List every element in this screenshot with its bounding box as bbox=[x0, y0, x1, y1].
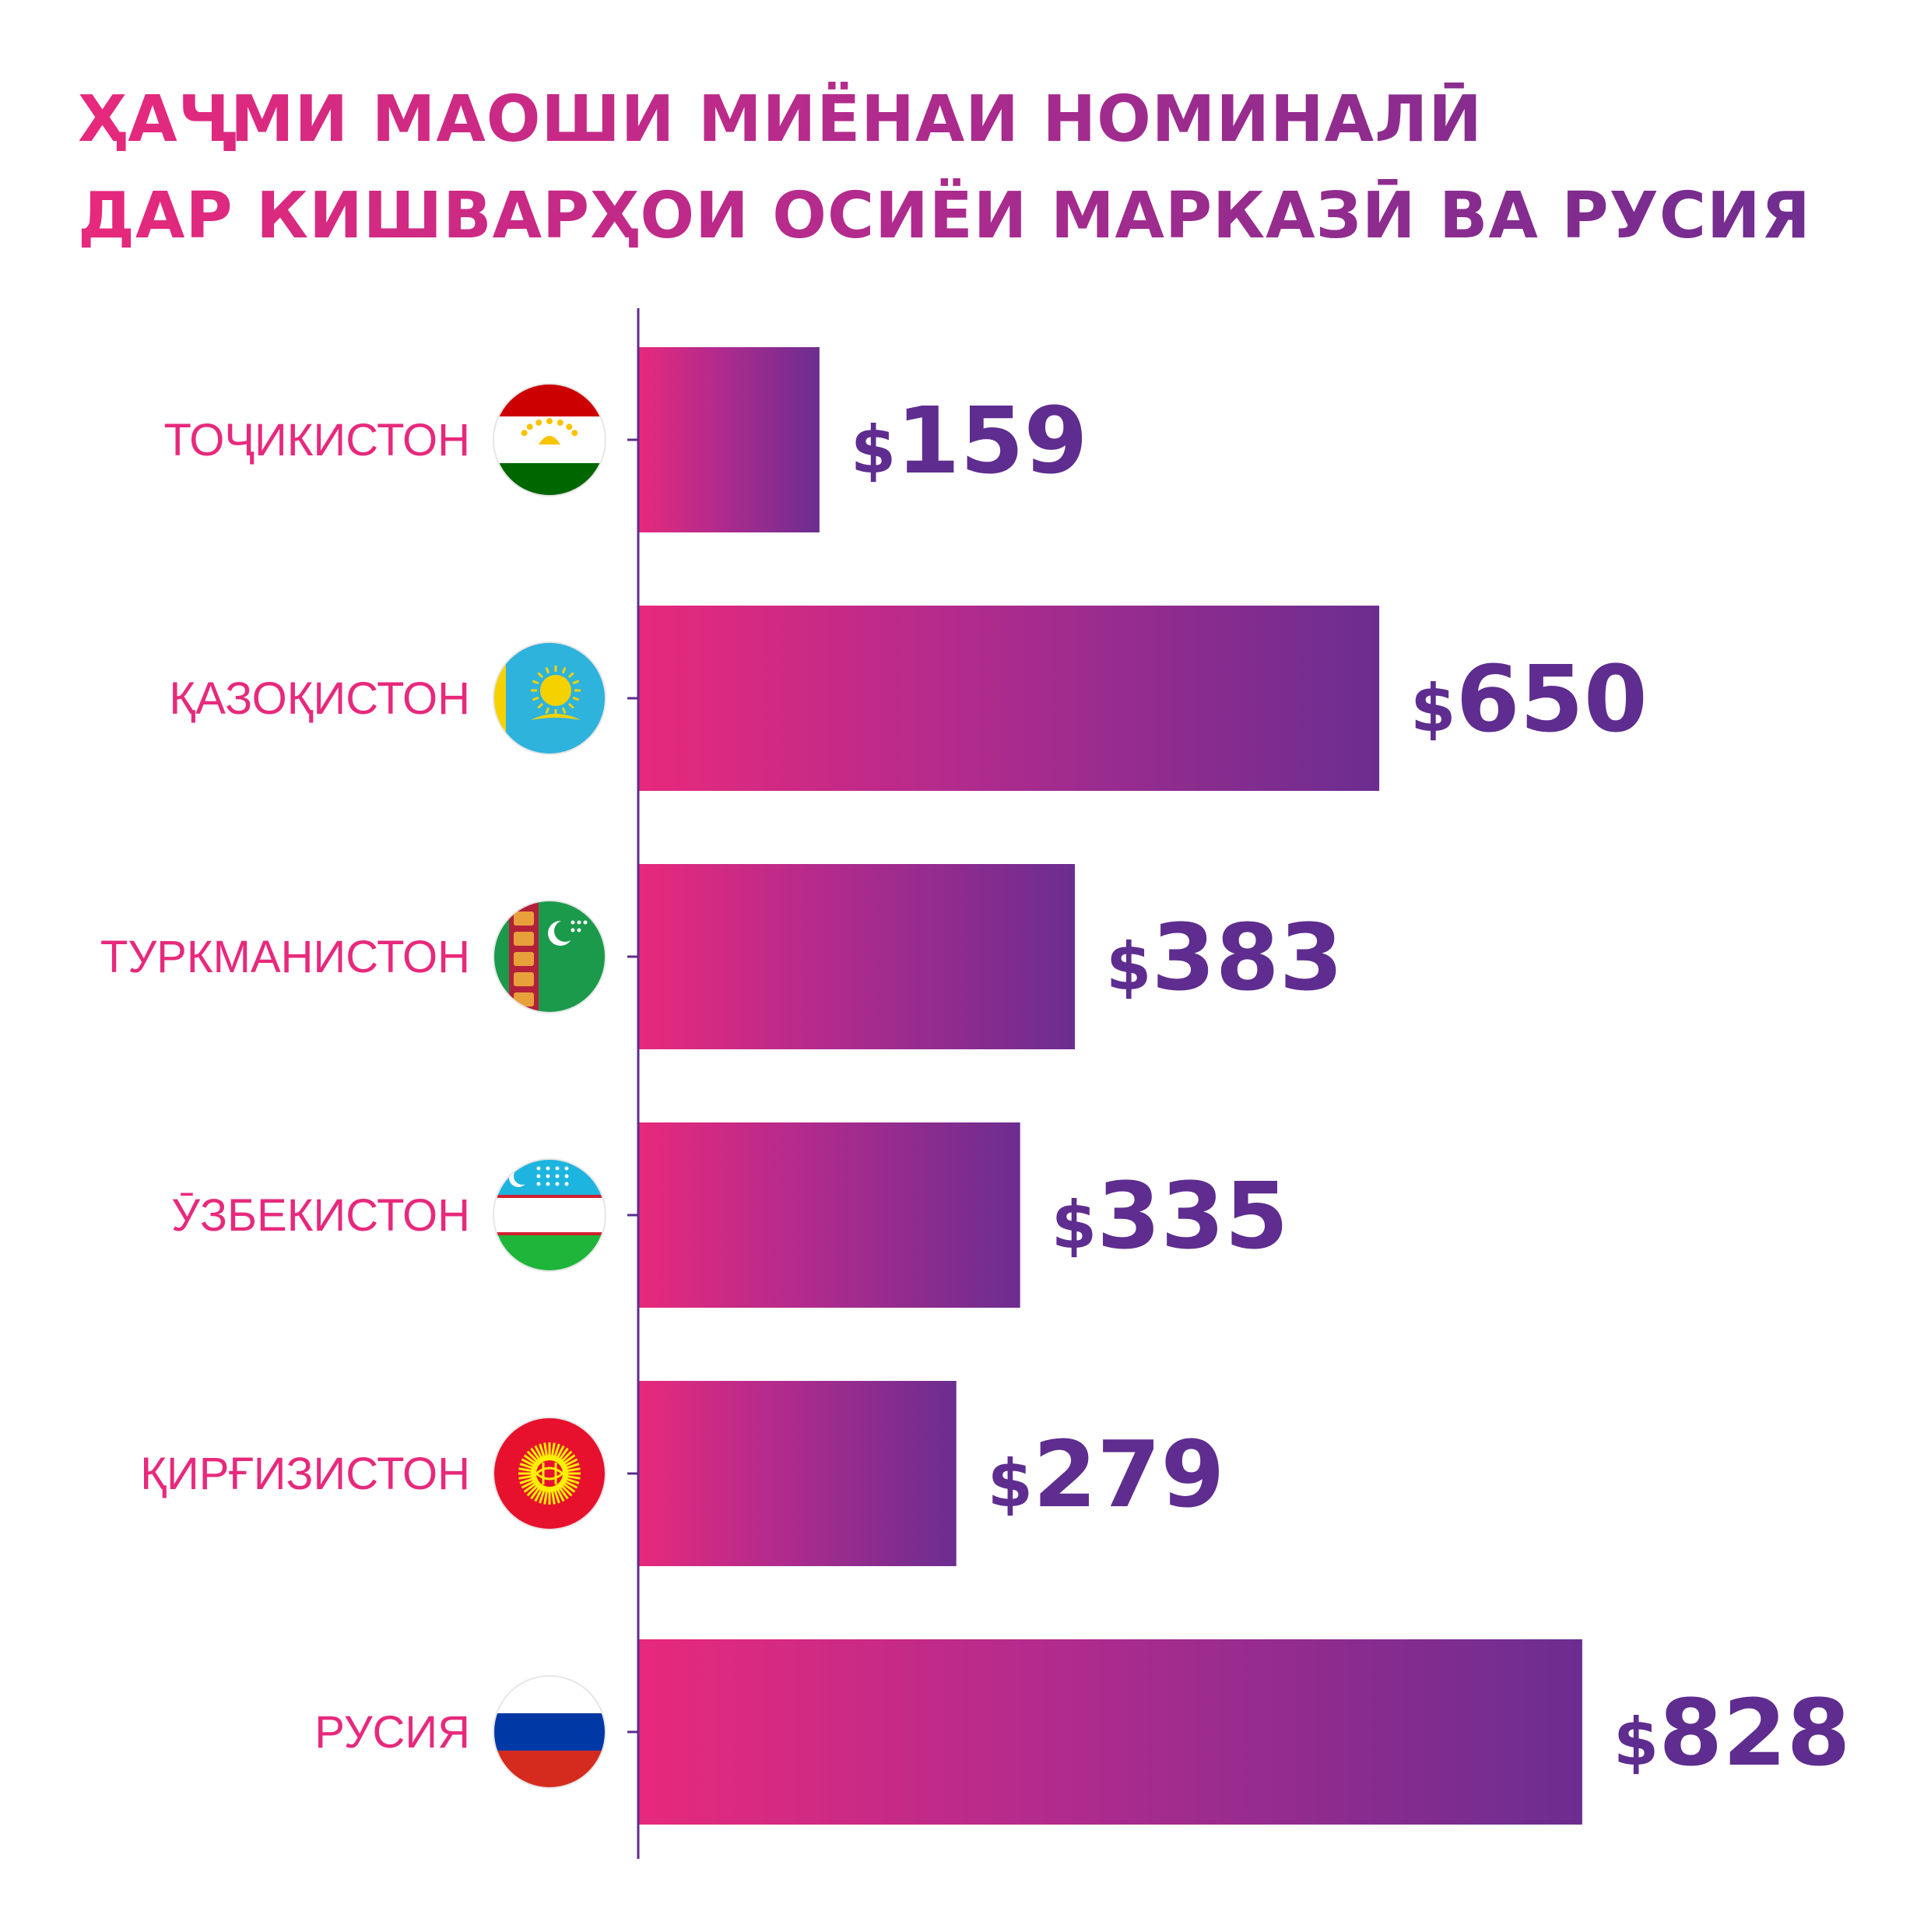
turkmenistan-flag-icon bbox=[493, 900, 606, 1013]
kyrgyzstan-flag-icon bbox=[493, 1417, 606, 1530]
category-label: ҚАЗОҚИСТОН bbox=[169, 673, 470, 724]
bar bbox=[638, 347, 820, 532]
value-label: $383 bbox=[1106, 904, 1343, 1011]
value-label: $335 bbox=[1052, 1162, 1289, 1270]
bar bbox=[638, 864, 1075, 1049]
kazakhstan-flag-icon bbox=[493, 641, 606, 755]
value-label: $279 bbox=[988, 1421, 1225, 1528]
uzbekistan-flag-icon bbox=[493, 1158, 606, 1272]
value-label: $650 bbox=[1410, 645, 1648, 753]
russia-flag-icon bbox=[493, 1675, 606, 1789]
category-label: ТОҶИКИСТОН bbox=[163, 415, 470, 465]
bar bbox=[638, 1381, 957, 1566]
tajikistan-flag-icon bbox=[493, 383, 606, 497]
bar bbox=[638, 1639, 1582, 1825]
category-label: РУСИЯ bbox=[314, 1707, 470, 1758]
bar bbox=[638, 1122, 1020, 1308]
bar bbox=[638, 606, 1380, 791]
value-label: $828 bbox=[1613, 1679, 1851, 1786]
category-label: ҚИРҒИЗИСТОН bbox=[140, 1449, 470, 1499]
category-label: ТУРКМАНИСТОН bbox=[100, 932, 470, 982]
value-label: $159 bbox=[851, 387, 1088, 494]
category-label: ӮЗБЕКИСТОН bbox=[171, 1190, 470, 1241]
